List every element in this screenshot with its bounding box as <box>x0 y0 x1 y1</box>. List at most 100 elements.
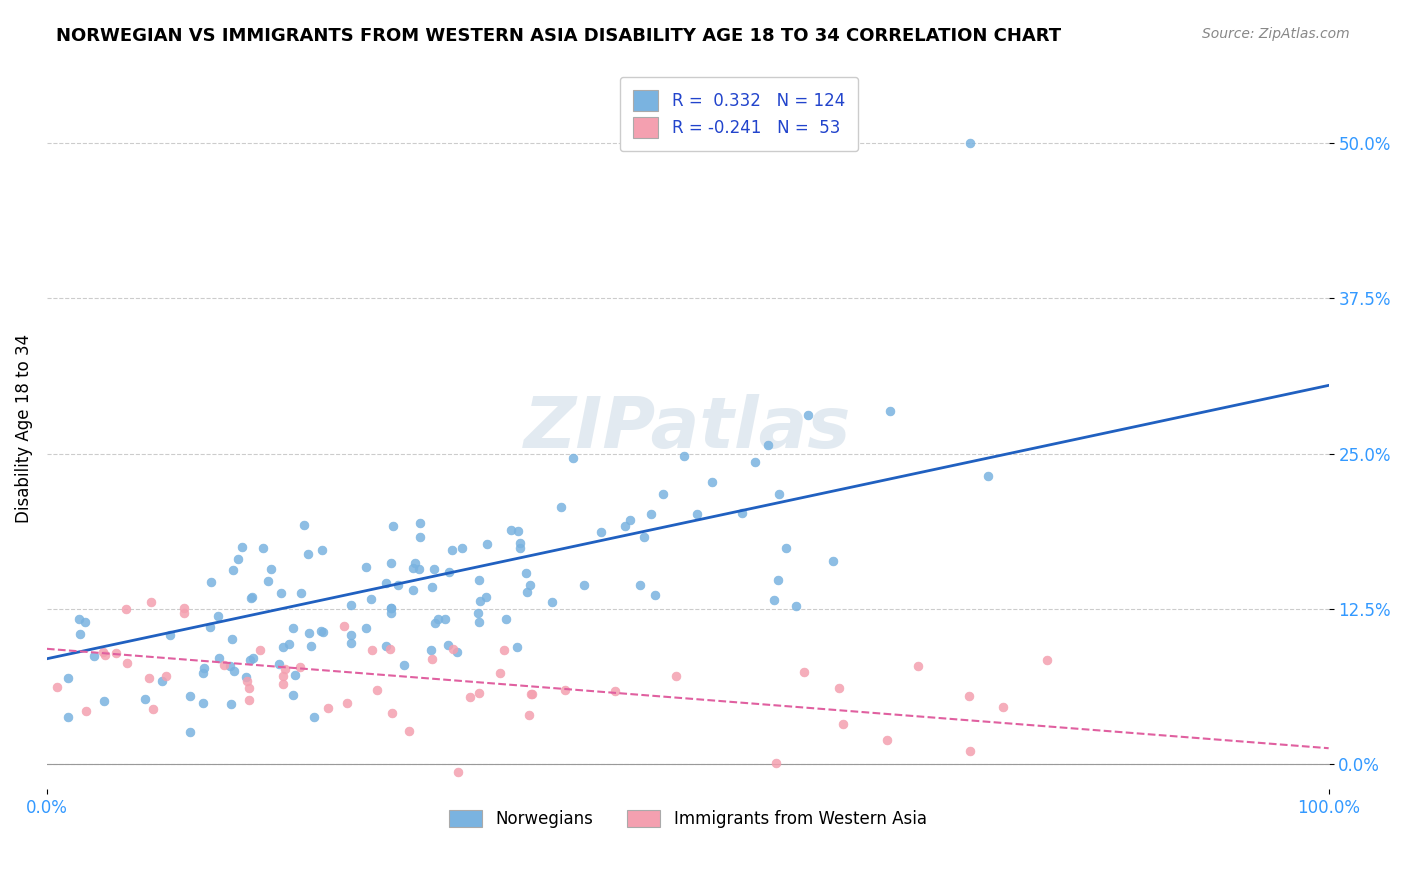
Point <box>67 612 90 626</box>
Point <box>467 606 489 620</box>
Point <box>336 696 359 710</box>
Point <box>673 449 696 463</box>
Point <box>402 583 425 598</box>
Point <box>977 469 1000 483</box>
Point <box>218 659 240 673</box>
Point <box>404 556 426 570</box>
Point <box>311 542 333 557</box>
Point <box>155 668 177 682</box>
Point <box>380 600 402 615</box>
Point <box>193 661 215 675</box>
Point <box>198 620 221 634</box>
Point <box>644 588 666 602</box>
Point <box>281 688 304 702</box>
Point <box>361 642 384 657</box>
Point <box>159 628 181 642</box>
Point <box>447 764 470 779</box>
Point <box>375 639 398 653</box>
Point <box>591 525 613 540</box>
Point <box>191 696 214 710</box>
Point <box>458 690 481 705</box>
Point <box>506 640 529 654</box>
Point <box>793 665 815 679</box>
Point <box>141 595 163 609</box>
Point <box>257 574 280 589</box>
Point <box>208 650 231 665</box>
Point <box>492 643 515 657</box>
Point <box>235 670 257 684</box>
Point <box>380 600 402 615</box>
Point <box>468 573 491 587</box>
Point <box>115 656 138 670</box>
Point <box>392 657 415 672</box>
Point <box>115 602 138 616</box>
Point <box>468 594 491 608</box>
Point <box>340 628 363 642</box>
Point <box>517 708 540 723</box>
Point <box>312 625 335 640</box>
Point <box>562 450 585 465</box>
Point <box>200 574 222 589</box>
Point <box>553 682 575 697</box>
Point <box>83 648 105 663</box>
Point <box>231 541 253 555</box>
Point <box>423 562 446 576</box>
Point <box>316 701 339 715</box>
Point <box>744 455 766 469</box>
Point <box>633 530 655 544</box>
Point <box>235 673 257 688</box>
Point <box>238 693 260 707</box>
Point <box>409 530 432 544</box>
Point <box>219 698 242 712</box>
Point <box>423 615 446 630</box>
Point <box>516 585 538 599</box>
Point <box>427 612 450 626</box>
Point <box>249 643 271 657</box>
Point <box>381 706 404 720</box>
Point <box>134 692 156 706</box>
Text: ZIPatlas: ZIPatlas <box>524 394 852 463</box>
Point <box>381 519 404 533</box>
Point <box>467 686 489 700</box>
Point <box>827 681 849 695</box>
Point <box>298 626 321 640</box>
Point <box>260 562 283 576</box>
Point <box>273 676 295 690</box>
Point <box>509 536 531 550</box>
Point <box>292 518 315 533</box>
Point <box>387 578 409 592</box>
Point <box>436 639 458 653</box>
Point <box>652 487 675 501</box>
Point <box>603 683 626 698</box>
Point <box>957 689 980 703</box>
Point <box>731 506 754 520</box>
Point <box>402 560 425 574</box>
Point <box>437 565 460 579</box>
Point <box>269 657 291 671</box>
Point <box>419 643 441 657</box>
Point <box>446 645 468 659</box>
Point <box>226 551 249 566</box>
Point <box>831 716 853 731</box>
Point <box>271 669 294 683</box>
Point <box>290 586 312 600</box>
Point <box>360 592 382 607</box>
Point <box>756 438 779 452</box>
Point <box>207 608 229 623</box>
Point <box>509 541 531 555</box>
Point <box>56 710 79 724</box>
Point <box>179 690 201 704</box>
Point <box>239 652 262 666</box>
Point <box>221 563 243 577</box>
Point <box>212 658 235 673</box>
Point <box>686 508 709 522</box>
Point <box>550 500 572 515</box>
Y-axis label: Disability Age 18 to 34: Disability Age 18 to 34 <box>15 334 32 524</box>
Point <box>420 651 443 665</box>
Point <box>278 637 301 651</box>
Point <box>520 687 543 701</box>
Point <box>173 601 195 615</box>
Point <box>495 612 517 626</box>
Point <box>150 674 173 689</box>
Point <box>991 700 1014 714</box>
